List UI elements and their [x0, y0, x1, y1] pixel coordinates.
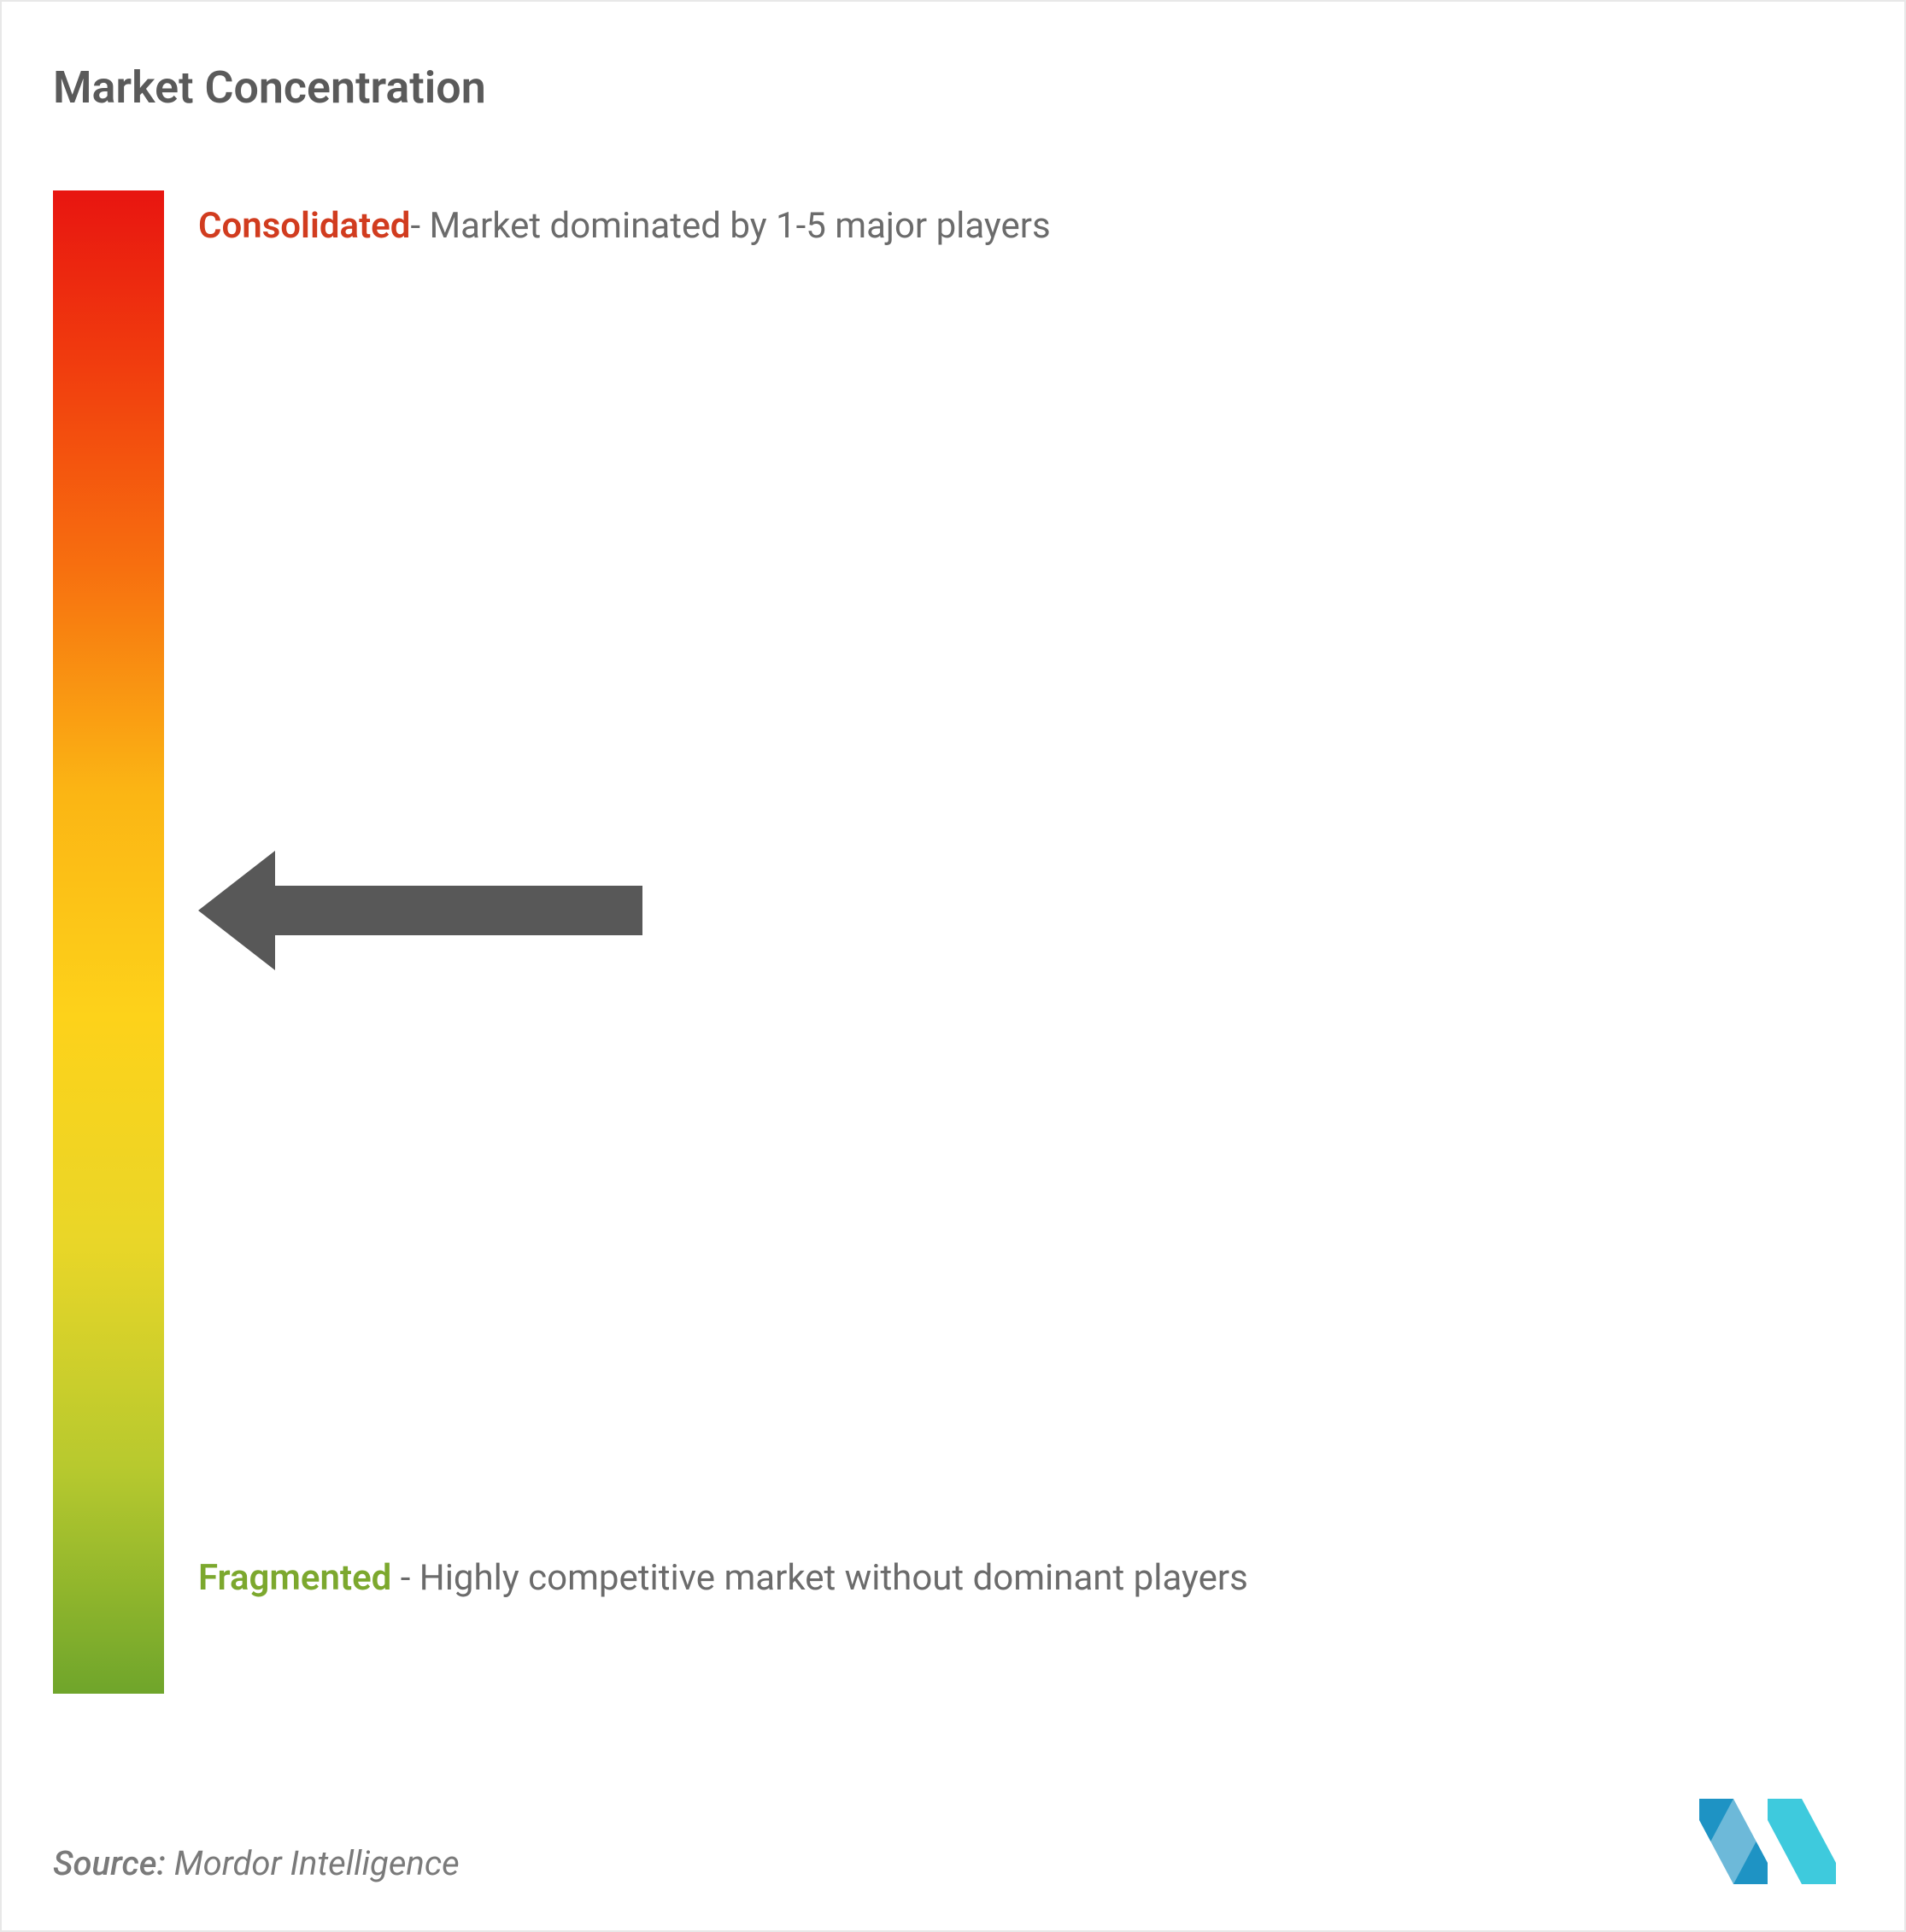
fragmented-body: - Highly competitive market without domi…: [391, 1557, 1247, 1599]
labels-area: Consolidated- Market dominated by 1-5 ma…: [164, 190, 1853, 1694]
consolidated-label: Consolidated- Market dominated by 1-5 ma…: [198, 199, 1819, 253]
page-title: Market Concentration: [53, 61, 1853, 114]
content-area: Consolidated- Market dominated by 1-5 ma…: [53, 190, 1853, 1694]
fragmented-label: Fragmented - Highly competitive market w…: [198, 1548, 1819, 1608]
consolidated-highlight: Consolidated: [198, 205, 410, 247]
logo-icon: [1691, 1786, 1844, 1888]
source-prefix: Source:: [53, 1843, 166, 1883]
source-name: Mordor Intelligence: [166, 1843, 460, 1883]
concentration-gradient-bar: [53, 190, 164, 1694]
arrow-shape: [198, 851, 642, 970]
arrow-left-icon: [198, 851, 642, 970]
mordor-logo: [1691, 1786, 1844, 1892]
source-attribution: Source: Mordor Intelligence: [53, 1843, 460, 1883]
fragmented-highlight: Fragmented: [198, 1557, 391, 1599]
consolidated-body: - Market dominated by 1-5 major players: [410, 205, 1050, 247]
position-arrow: [198, 851, 642, 974]
infographic-container: Market Concentration Consolidated- Mar: [0, 0, 1906, 1932]
